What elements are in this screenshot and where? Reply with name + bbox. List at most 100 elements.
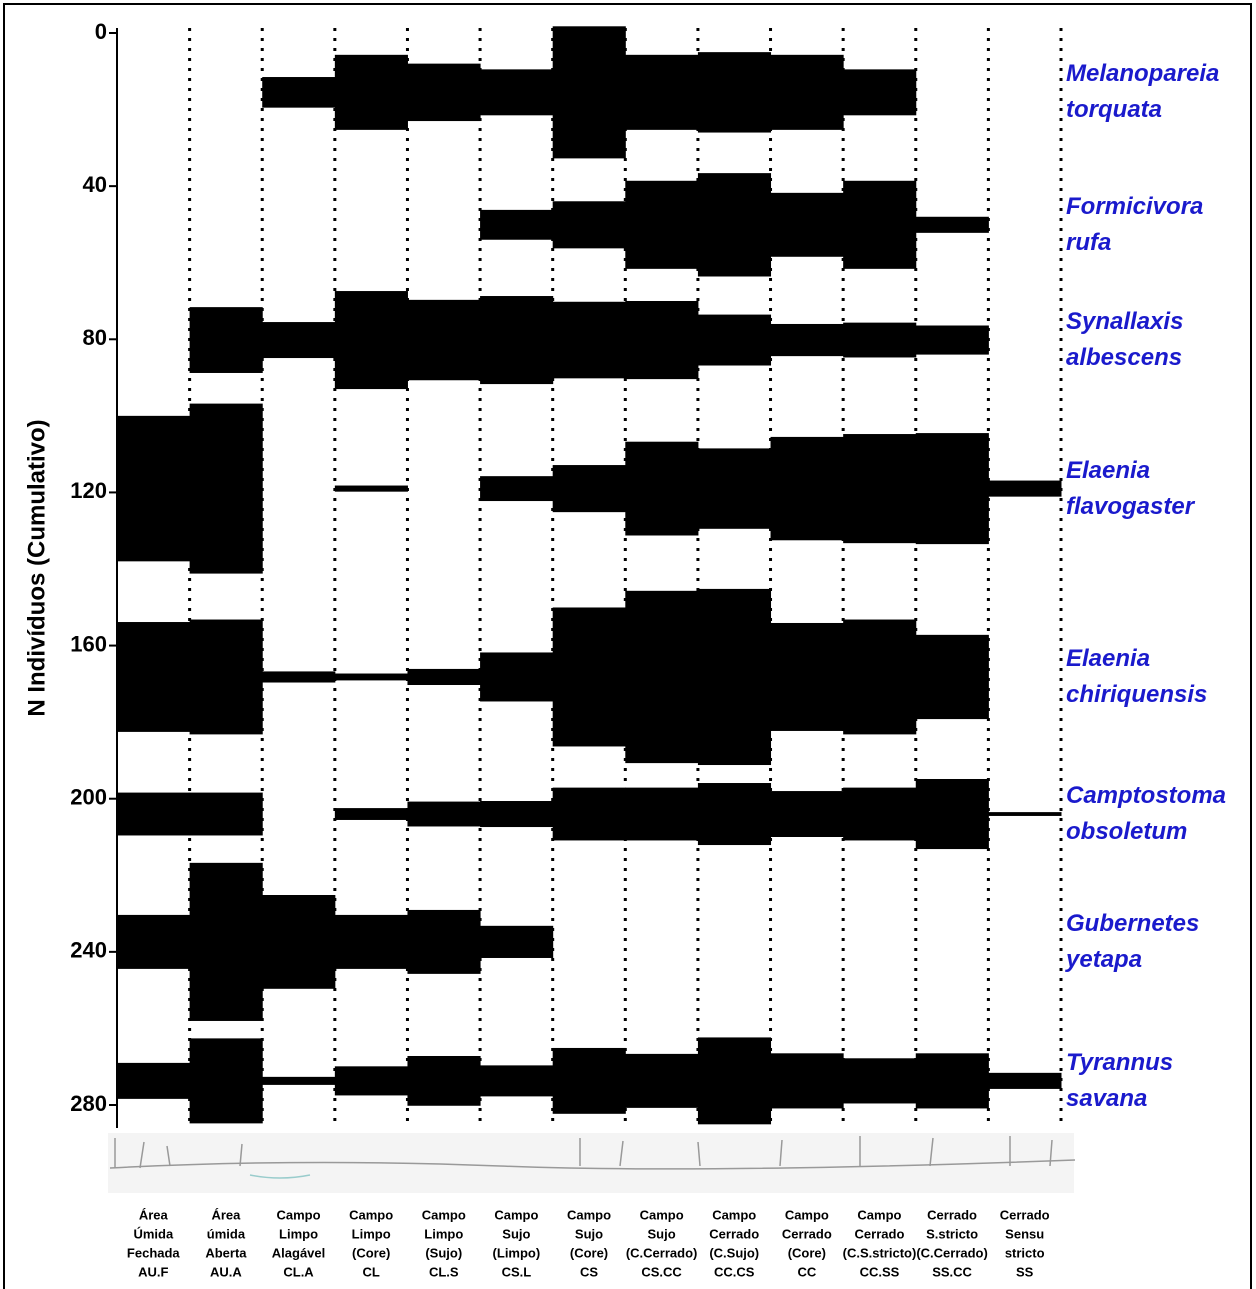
kite-bar [407,300,480,380]
kite-bar [262,895,335,989]
kite-bar [262,77,335,108]
x-category-label: Cerrado [782,1226,832,1241]
x-category-label: CS [580,1264,598,1279]
x-category-label: (Core) [570,1245,608,1260]
kite-bar [916,779,989,849]
x-category-label: Campo [785,1207,829,1222]
x-category-label: Cerrado [709,1226,759,1241]
x-category-label: Campo [349,1207,393,1222]
species-label: Elaenia chiriquensis [1066,641,1251,713]
kite-bar [117,416,190,561]
kite-bar [698,52,771,132]
kite-bar [117,1063,190,1099]
vegetation-strip [108,1133,1075,1193]
species-label: Gubernetes yetapa [1066,906,1251,978]
x-category-label: Campo [277,1207,321,1222]
y-tick-label: 160 [70,631,107,656]
x-category-label: Sensu [1005,1226,1044,1241]
x-category-label: Aberta [205,1245,247,1260]
x-category-label: Úmida [133,1226,174,1241]
kite-bar [698,315,771,366]
kite-bar [698,783,771,845]
kite-bar [407,64,480,121]
x-category-label: (Core) [788,1245,826,1260]
kite-bar [335,915,408,969]
species-label: Tyrannus savana [1066,1045,1251,1117]
kite-bar [916,1053,989,1108]
x-category-label: CC.SS [860,1264,900,1279]
x-category-label: (C.Cerrado) [626,1245,698,1260]
kite-bar [190,307,263,373]
kite-bar [480,926,553,958]
kite-bar [117,915,190,969]
x-category-label: SS [1016,1264,1034,1279]
x-category-label: CC [797,1264,816,1279]
kite-bar [480,69,553,115]
kite-bar [480,1065,553,1096]
species-label: Elaenia flavogaster [1066,453,1251,525]
kite-bar [335,55,408,130]
figure: N Indivíduos (Cumulativo) 04080120160200… [0,0,1256,1289]
x-category-label: (Limpo) [493,1245,541,1260]
kite-bar [262,671,335,682]
kite-bar [771,324,844,356]
kite-bar [117,793,190,836]
x-category-label: CL [362,1264,379,1279]
x-category-label: Sujo [502,1226,530,1241]
kite-bar [988,481,1061,497]
kite-bar [262,322,335,358]
kite-bar [771,623,844,731]
kite-bar [407,910,480,974]
kite-bar [625,1054,698,1108]
x-category-label: (C.Sujo) [709,1245,759,1260]
kite-bar [988,1073,1061,1089]
x-category-label: Limpo [424,1226,463,1241]
kite-bar [335,486,408,492]
kite-bar [698,448,771,528]
kite-bar [553,788,626,841]
kite-bar [553,607,626,746]
x-category-label: Campo [712,1207,756,1222]
kite-bar [698,173,771,276]
kite-bar [988,812,1061,816]
y-tick-label: 120 [70,478,107,503]
x-category-label: Fechada [127,1245,181,1260]
kite-bar [190,1038,263,1123]
x-category-label: Sujo [648,1226,676,1241]
kite-bar [190,404,263,574]
kite-bar [916,217,989,233]
kite-bar [480,801,553,827]
kite-bar [553,465,626,512]
kite-bar [698,1037,771,1124]
y-tick-label: 0 [95,19,107,44]
x-category-label: (C.S.stricto) [843,1245,917,1260]
kite-bar [625,181,698,269]
kite-bar [698,589,771,765]
x-category-label: Limpo [279,1226,318,1241]
x-category-label: SS.CC [932,1264,972,1279]
x-category-label: Alagável [272,1245,325,1260]
x-category-label: Campo [640,1207,684,1222]
x-category-label: úmida [207,1226,246,1241]
x-category-label: Área [211,1207,241,1222]
kite-bar [335,291,408,389]
kite-bar [480,476,553,501]
kite-bar [335,674,408,681]
kite-bar [335,808,408,820]
kite-bar [335,1066,408,1095]
kite-bar [553,26,626,158]
y-tick-label: 240 [70,938,107,963]
species-label: Synallaxis albescens [1066,304,1251,376]
x-category-label: CS.L [502,1264,532,1279]
kite-bar [190,620,263,735]
kite-bar [117,622,190,732]
kite-bar [771,437,844,540]
kite-bar [190,793,263,836]
x-category-label: stricto [1005,1245,1045,1260]
x-category-label: Campo [567,1207,611,1222]
x-category-label: CC.CS [714,1264,755,1279]
x-category-label: Limpo [352,1226,391,1241]
kite-bar [916,635,989,719]
x-category-label: Cerrado [927,1207,977,1222]
kite-bar [843,323,916,358]
